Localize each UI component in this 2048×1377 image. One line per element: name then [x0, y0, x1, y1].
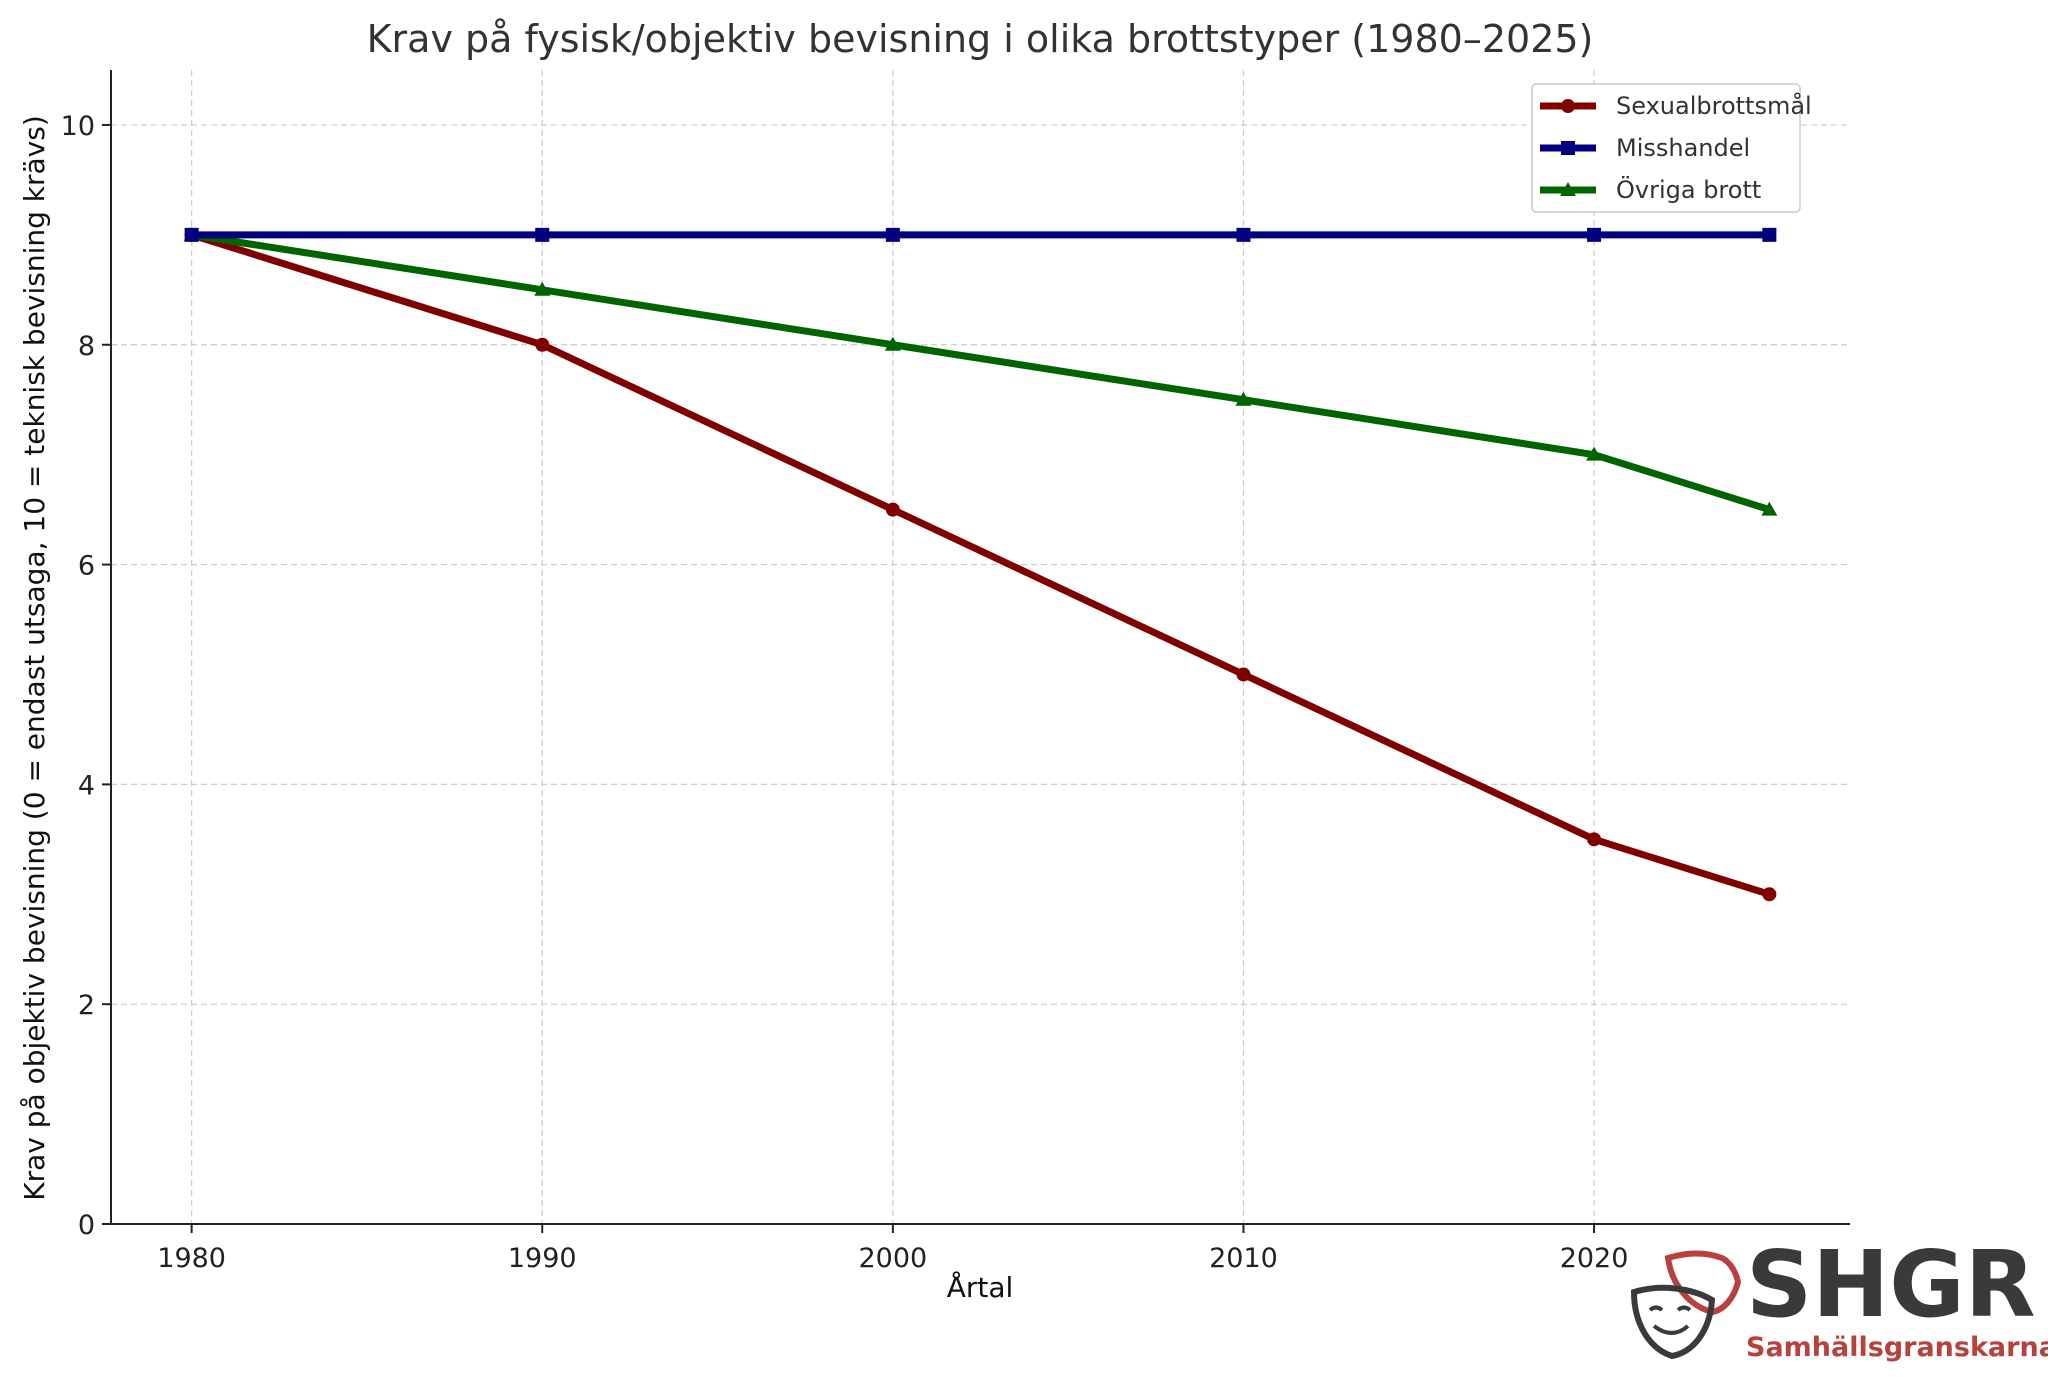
tick-labels: 1980 1990 2000 2010 2020 0 2 4 6 8 10: [61, 111, 1629, 1274]
y-tick-label: 2: [78, 990, 95, 1021]
series-3-point: [534, 281, 551, 296]
series-3-point: [1586, 446, 1603, 461]
logo-title: SHGR: [1746, 1231, 2036, 1338]
series-1-point: [1587, 832, 1602, 847]
series-3-line: [188, 231, 1773, 514]
y-tick-label: 6: [78, 551, 95, 582]
legend-item: Misshandel: [1540, 134, 1750, 162]
legend-item: Sexualbrottsmål: [1540, 91, 1812, 120]
y-tick-label: 0: [78, 1210, 95, 1241]
legend-label: Sexualbrottsmål: [1616, 91, 1812, 120]
x-axis-label: Årtal: [947, 1270, 1014, 1304]
series-1-line: [188, 231, 1773, 898]
series-3-group: [183, 226, 1778, 516]
series-1-point: [1236, 667, 1251, 682]
series-2-point: [535, 227, 550, 242]
series-lines: [183, 226, 1778, 902]
shgr-logo: SHGR Samhällsgranskarna: [1630, 1231, 2048, 1363]
legend-label: Övriga brott: [1616, 175, 1761, 204]
series-2-point: [1762, 227, 1777, 242]
axes: [102, 70, 1850, 1233]
legend-box: [1531, 83, 1801, 213]
legend: Sexualbrottsmål Misshandel Övriga brott: [1531, 83, 1812, 213]
series-3-point: [1235, 391, 1252, 406]
x-tick-label: 2020: [1560, 1243, 1629, 1274]
x-tick-label: 2010: [1209, 1243, 1278, 1274]
x-tick-label: 2000: [858, 1243, 927, 1274]
y-tick-label: 10: [61, 111, 95, 142]
legend-marker: [1560, 182, 1576, 196]
y-tick-label: 4: [78, 770, 95, 801]
series-2-point: [1587, 227, 1602, 242]
grid: [111, 70, 1850, 1225]
legend-marker: [1561, 141, 1575, 155]
series-2-point: [1236, 227, 1251, 242]
series-2-point: [184, 227, 199, 242]
y-axis-label: Krav på objektiv bevisning (0 = endast u…: [18, 115, 51, 1201]
x-tick-label: 1980: [157, 1243, 226, 1274]
chart-title: Krav på fysisk/objektiv bevisning i olik…: [367, 17, 1594, 61]
logo-tagline: Samhällsgranskarna: [1746, 1332, 2048, 1363]
theatre-masks-icon: [1630, 1250, 1742, 1360]
legend-marker: [1561, 99, 1575, 113]
series-2-group: [184, 227, 1777, 242]
legend-label: Misshandel: [1616, 134, 1750, 162]
series-1-point: [1762, 887, 1777, 902]
series-1-point: [885, 502, 900, 517]
series-2-point: [885, 227, 900, 242]
series-1-point: [535, 337, 550, 352]
x-tick-label: 1990: [508, 1243, 577, 1274]
legend-item: Övriga brott: [1540, 175, 1761, 204]
y-tick-label: 8: [78, 331, 95, 362]
series-3-point: [884, 336, 901, 351]
series-3-point: [1761, 501, 1778, 516]
